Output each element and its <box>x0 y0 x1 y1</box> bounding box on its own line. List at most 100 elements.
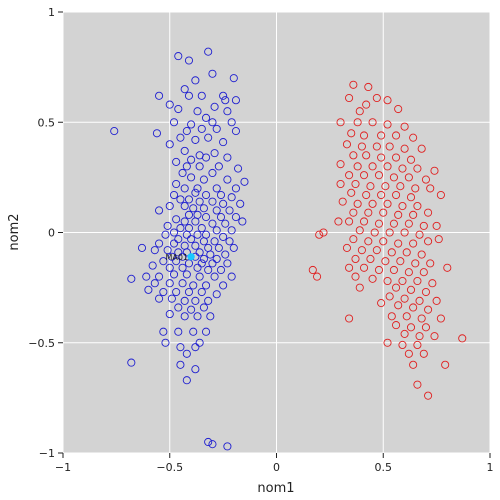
red-point <box>385 142 394 151</box>
blue-point <box>184 195 194 204</box>
blue-point <box>201 190 211 200</box>
blue-point <box>199 204 208 213</box>
red-point <box>409 210 418 219</box>
blue-point <box>180 296 189 305</box>
red-point <box>409 133 418 142</box>
blue-point <box>234 164 243 173</box>
red-point <box>441 360 450 369</box>
blue-point <box>227 272 236 281</box>
blue-point <box>180 217 189 226</box>
red-point <box>406 323 416 332</box>
red-point <box>404 349 413 358</box>
red-point <box>385 292 394 301</box>
blue-point <box>182 162 191 171</box>
blue-point <box>184 287 194 297</box>
red-point <box>374 171 384 180</box>
red-point <box>383 338 392 347</box>
blue-point <box>182 270 191 279</box>
blue-point <box>155 294 164 303</box>
red-point <box>404 173 413 182</box>
blue-point <box>165 100 174 109</box>
red-point <box>409 239 418 248</box>
red-point <box>359 217 369 226</box>
red-point <box>402 312 411 321</box>
blue-point <box>178 168 187 178</box>
blue-point <box>223 153 232 162</box>
blue-point <box>182 248 191 257</box>
red-point <box>424 208 433 217</box>
blue-point <box>212 290 221 299</box>
red-point <box>396 257 405 266</box>
red-point <box>396 182 405 191</box>
blue-point <box>195 248 204 257</box>
red-point <box>436 190 445 200</box>
blue-point <box>219 91 228 100</box>
red-point <box>389 265 398 275</box>
red-point <box>319 228 328 237</box>
blue-point <box>216 190 226 200</box>
blue-point <box>216 213 226 222</box>
data-points <box>110 47 467 451</box>
red-point <box>362 100 371 109</box>
blue-point <box>174 52 183 61</box>
blue-point <box>137 243 147 252</box>
red-point <box>345 93 354 103</box>
red-point <box>409 360 418 369</box>
red-point <box>415 296 424 305</box>
blue-point <box>193 230 202 239</box>
x-axis-ticks: −1 −0.5 0 0.5 1 <box>55 453 494 474</box>
red-point <box>389 173 398 182</box>
red-point <box>394 239 403 248</box>
blue-point <box>197 287 206 297</box>
blue-point <box>225 206 234 215</box>
blue-point <box>219 232 228 241</box>
blue-point <box>236 199 245 208</box>
x-tick-label: −1 <box>55 461 71 474</box>
blue-point <box>221 96 230 105</box>
blue-point <box>182 230 191 239</box>
red-point <box>421 287 431 297</box>
blue-point <box>180 85 189 94</box>
red-point <box>315 230 324 239</box>
blue-point <box>208 168 217 178</box>
blue-point <box>187 120 196 129</box>
blue-point <box>191 241 200 250</box>
blue-point <box>176 195 185 204</box>
red-point <box>415 230 424 239</box>
blue-point <box>178 279 187 288</box>
blue-point <box>197 91 206 100</box>
y-tick-label: −0.5 <box>28 337 55 350</box>
red-point <box>413 340 422 350</box>
blue-point <box>206 250 215 259</box>
blue-point <box>191 217 200 226</box>
red-point <box>368 274 377 283</box>
red-point <box>413 276 422 286</box>
blue-point <box>206 312 215 321</box>
blue-point <box>155 91 164 100</box>
red-point <box>368 118 377 127</box>
red-point <box>377 131 386 140</box>
red-point <box>398 340 407 350</box>
red-point <box>392 321 401 330</box>
red-point <box>394 301 403 310</box>
blue-point <box>142 272 151 281</box>
blue-point <box>199 254 208 264</box>
red-point <box>406 155 416 164</box>
blue-point <box>176 224 185 233</box>
red-point <box>345 217 354 226</box>
blue-point <box>127 358 136 367</box>
blue-point <box>231 96 240 105</box>
red-point <box>357 246 366 255</box>
blue-point <box>221 250 230 259</box>
red-point <box>417 314 426 323</box>
blue-point <box>191 365 200 374</box>
blue-point <box>204 437 213 447</box>
red-point <box>426 184 435 193</box>
red-point <box>398 201 407 211</box>
blue-point <box>174 104 183 114</box>
red-point <box>359 263 369 272</box>
red-point <box>434 235 443 244</box>
blue-point <box>221 219 230 228</box>
red-point <box>394 104 403 114</box>
red-point <box>345 263 354 272</box>
